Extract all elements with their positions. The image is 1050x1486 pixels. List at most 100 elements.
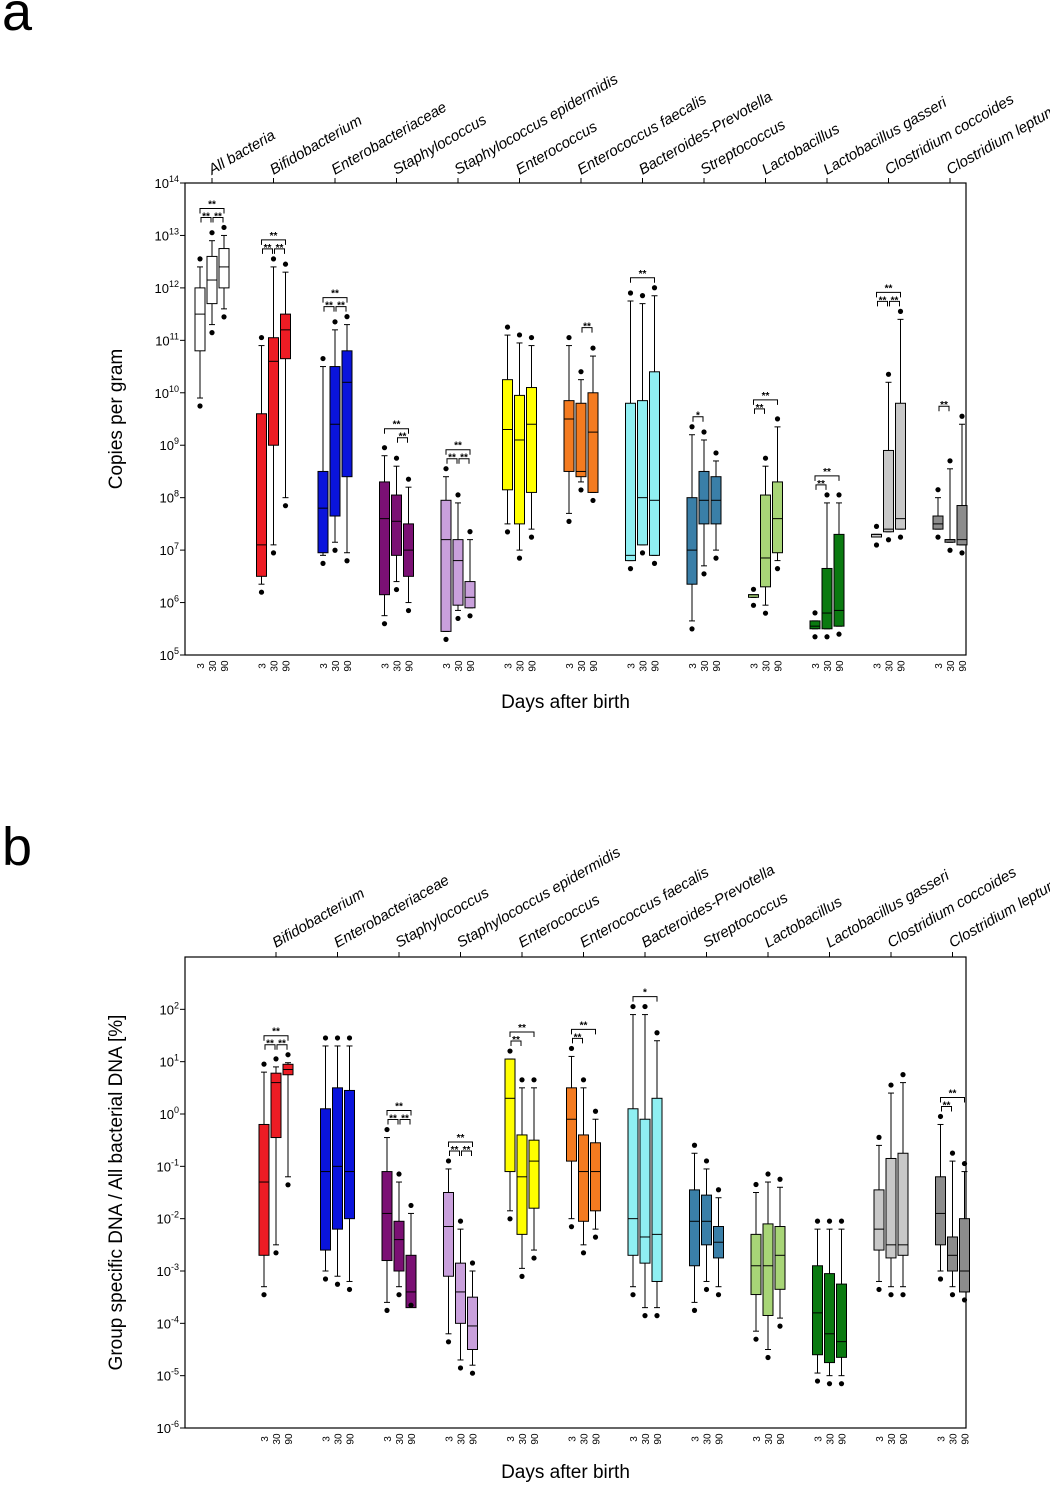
box-day-3 <box>812 1218 823 1384</box>
outlier-point <box>949 1292 956 1298</box>
sig-bracket <box>815 484 827 490</box>
day-label: 30 <box>887 1433 898 1445</box>
sig-label: ** <box>448 453 456 464</box>
box-day-90 <box>405 1202 417 1309</box>
sig-label: ** <box>463 1145 471 1156</box>
outlier-point <box>812 634 818 640</box>
outlier-point <box>654 1313 660 1319</box>
outlier-point <box>961 1297 968 1303</box>
sig-bracket <box>877 300 888 307</box>
day-label: 90 <box>589 660 600 672</box>
day-label: 3 <box>752 1436 763 1442</box>
box <box>528 1139 540 1209</box>
outlier-point <box>393 586 400 593</box>
box-day-3 <box>809 610 821 640</box>
sig-bracket <box>397 437 408 443</box>
day-label: 90 <box>776 1433 787 1445</box>
day-label: 90 <box>530 1433 541 1445</box>
sig-bracket <box>510 1040 522 1047</box>
box-day-30 <box>944 458 956 553</box>
outlier-point <box>642 1313 648 1319</box>
box <box>883 449 894 533</box>
day-label: 30 <box>516 660 527 672</box>
y-tick-label: 100 <box>160 1105 179 1122</box>
outlier-point <box>937 1276 944 1282</box>
box <box>762 1223 774 1316</box>
box <box>578 1134 589 1222</box>
day-label: 30 <box>826 1433 837 1445</box>
box <box>526 387 537 493</box>
day-label: 90 <box>343 660 354 672</box>
outlier-point <box>753 1181 759 1188</box>
sig-bracket <box>753 399 778 405</box>
sig-bracket <box>571 1028 596 1035</box>
outlier-point <box>703 1286 710 1293</box>
box-day-30 <box>268 256 279 556</box>
box-day-3 <box>443 1158 454 1345</box>
outlier-point <box>258 334 265 341</box>
y-tick-label: 107 <box>160 541 179 558</box>
day-label: 30 <box>457 1433 468 1445</box>
box <box>897 1152 909 1256</box>
outlier-point <box>528 534 535 540</box>
box <box>587 392 599 493</box>
outlier-point <box>270 550 277 556</box>
outlier-point <box>897 534 904 540</box>
outlier-point <box>689 626 695 632</box>
box <box>627 1108 639 1256</box>
sig-bracket <box>199 207 225 214</box>
box <box>689 1189 700 1267</box>
box <box>750 1233 762 1296</box>
sig-bracket <box>632 996 658 1002</box>
box <box>873 1189 885 1251</box>
box-day-30 <box>329 319 341 553</box>
day-label: 30 <box>639 660 650 672</box>
day-label: 30 <box>454 660 465 672</box>
outlier-point <box>900 1072 906 1078</box>
y-tick-label: 1012 <box>155 279 179 296</box>
outlier-point <box>381 445 388 451</box>
box-day-30 <box>639 1003 651 1319</box>
y-tick-label: 109 <box>160 436 179 453</box>
box-day-3 <box>566 1045 577 1230</box>
box <box>639 1118 651 1264</box>
day-label: 3 <box>258 663 269 669</box>
sig-label: ** <box>208 199 216 210</box>
outlier-point <box>568 1045 575 1052</box>
sig-label: ** <box>395 1102 403 1113</box>
outlier-point <box>838 1218 845 1224</box>
day-label: 90 <box>282 660 293 672</box>
box-day-90 <box>651 1030 663 1319</box>
outlier-point <box>703 1158 710 1164</box>
sig-bracket <box>448 1141 473 1147</box>
box <box>317 470 329 554</box>
day-label: 30 <box>208 660 219 672</box>
outlier-point <box>713 555 719 561</box>
sig-label: ** <box>879 295 887 306</box>
box-day-30 <box>452 492 464 622</box>
sig-label: ** <box>454 441 462 452</box>
outlier-point <box>814 1378 821 1384</box>
day-label: 3 <box>381 663 392 669</box>
day-label: 90 <box>774 660 785 672</box>
box-day-3 <box>627 1003 639 1298</box>
sig-label: ** <box>943 1100 951 1111</box>
sig-bracket <box>458 458 470 464</box>
day-label: 3 <box>937 1436 948 1442</box>
box <box>625 402 636 562</box>
day-label: 3 <box>568 1436 579 1442</box>
sig-label: ** <box>817 479 825 490</box>
outlier-point <box>282 261 289 267</box>
day-label: 30 <box>762 660 773 672</box>
day-label: 90 <box>897 660 908 672</box>
y-tick-label: 108 <box>160 489 179 506</box>
day-label: 90 <box>961 1433 972 1445</box>
day-label: 3 <box>260 1436 271 1442</box>
outlier-point <box>592 1108 599 1114</box>
day-label: 3 <box>750 663 761 669</box>
